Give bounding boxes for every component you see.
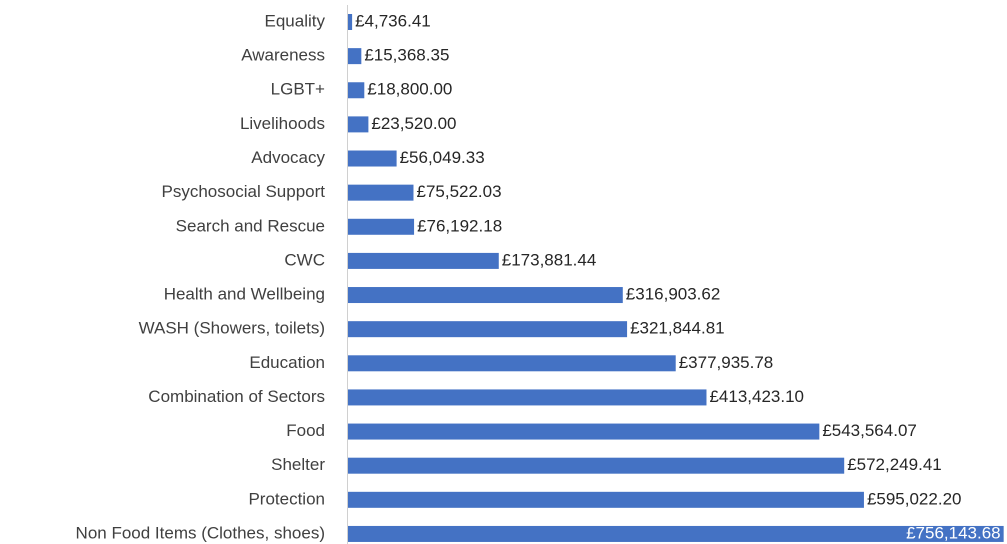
value-label: £56,049.33 — [400, 148, 485, 167]
bar — [348, 287, 623, 304]
category-label: CWC — [284, 250, 325, 269]
bar — [348, 491, 864, 508]
category-label: Health and Wellbeing — [164, 285, 325, 304]
value-label: £75,522.03 — [416, 182, 501, 201]
bar — [348, 82, 365, 99]
bar — [348, 457, 845, 474]
category-label: Advocacy — [251, 148, 325, 167]
bar — [348, 116, 369, 133]
category-label: Livelihoods — [240, 114, 325, 133]
category-label: Combination of Sectors — [148, 387, 325, 406]
value-label: £316,903.62 — [626, 285, 721, 304]
category-label: WASH (Showers, toilets) — [139, 319, 325, 338]
bar — [348, 150, 397, 167]
bar — [348, 321, 628, 338]
category-label: Psychosocial Support — [162, 182, 326, 201]
category-label: LGBT+ — [271, 80, 325, 99]
value-label: £572,249.41 — [847, 455, 942, 474]
category-label: Education — [249, 353, 325, 372]
bar — [348, 48, 362, 65]
value-label: £23,520.00 — [371, 114, 456, 133]
bar — [348, 423, 820, 440]
category-label: Food — [286, 421, 325, 440]
value-label: £15,368.35 — [364, 46, 449, 65]
value-label: £76,192.18 — [417, 216, 502, 235]
value-label: £321,844.81 — [630, 319, 725, 338]
value-label: £18,800.00 — [367, 80, 452, 99]
value-label: £595,022.20 — [867, 489, 962, 508]
value-label: £543,564.07 — [822, 421, 917, 440]
bar — [348, 355, 676, 372]
bar — [348, 184, 414, 201]
category-label: Protection — [248, 489, 325, 508]
category-label: Equality — [265, 11, 326, 30]
value-label: £4,736.41 — [355, 11, 431, 30]
category-label: Non Food Items (Clothes, shoes) — [76, 523, 325, 542]
bar — [348, 252, 499, 269]
value-label: £173,881.44 — [502, 250, 597, 269]
bar — [348, 14, 353, 30]
value-label: £756,143.68 — [906, 523, 1001, 542]
bar — [348, 389, 707, 406]
bar — [348, 218, 415, 235]
bar — [348, 525, 1004, 542]
category-label: Search and Rescue — [176, 216, 325, 235]
category-label: Shelter — [271, 455, 325, 474]
category-label: Awareness — [241, 46, 325, 65]
value-label: £413,423.10 — [709, 387, 804, 406]
value-label: £377,935.78 — [679, 353, 774, 372]
